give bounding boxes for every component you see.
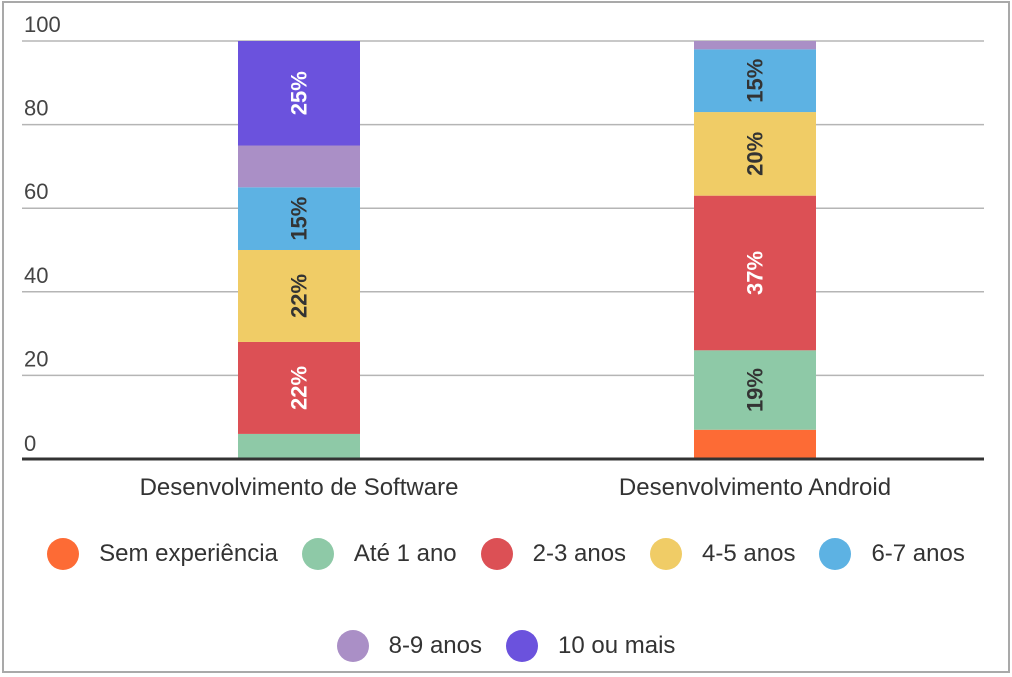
legend-swatch-icon	[506, 630, 538, 662]
legend-label: Até 1 ano	[353, 540, 457, 567]
y-tick-label: 80	[24, 96, 48, 121]
legend-swatch-icon	[47, 538, 80, 570]
bar-segment	[238, 341, 360, 434]
legend-swatch-icon	[336, 630, 369, 662]
legend-label: 10 ou mais	[558, 632, 676, 659]
legend-swatch-icon	[301, 538, 334, 570]
y-tick-label: 100	[24, 12, 61, 37]
legend-label: 8-9 anos	[388, 632, 482, 659]
data-label: 20%	[743, 132, 768, 176]
y-tick-label: 20	[24, 346, 48, 371]
stacked-bar-chart: 0 20 40 60 80 100 22% 22% 15% 25% Desenvolvimento …	[22, 12, 984, 501]
y-tick-label: 40	[24, 263, 48, 288]
legend-item: 6-7 anos	[819, 538, 965, 570]
legend-swatch-icon	[650, 538, 683, 570]
data-label: 15%	[743, 59, 768, 103]
data-label: 25%	[287, 71, 312, 115]
legend-swatch-icon	[480, 538, 513, 570]
legend-item: Até 1 ano	[301, 538, 457, 570]
data-label: 37%	[743, 251, 768, 295]
legend-item: 2-3 anos	[480, 538, 627, 570]
data-label: 22%	[287, 274, 312, 318]
y-tick-label: 0	[24, 431, 36, 456]
bar-segment	[694, 49, 816, 113]
bar-segment	[238, 433, 360, 459]
data-label: 22%	[287, 366, 312, 410]
x-category-label: Desenvolvimento de Software	[140, 474, 459, 501]
data-label: 19%	[743, 368, 768, 412]
legend-label: Sem experiência	[99, 540, 278, 567]
bar-segment	[694, 112, 816, 196]
bar-segment	[238, 145, 360, 188]
bar-segment	[238, 187, 360, 250]
legend-label: 2-3 anos	[532, 540, 627, 567]
x-category-label: Desenvolvimento Android	[619, 474, 891, 501]
y-tick-label: 60	[24, 179, 48, 204]
bar-segment	[238, 41, 360, 146]
chart-legend: Sem experiência Até 1 ano 2-3 anos 4-5 anos…	[4, 538, 1008, 662]
data-label: 15%	[287, 197, 312, 241]
legend-item: 8-9 anos	[336, 630, 482, 662]
bar-segment	[694, 41, 816, 50]
bar-segment	[694, 195, 816, 351]
legend-item: 10 ou mais	[506, 630, 675, 662]
legend-label: 4-5 anos	[702, 540, 796, 567]
legend-swatch-icon	[819, 538, 852, 570]
bar-segment	[238, 250, 360, 342]
bar-segment	[694, 350, 816, 430]
legend-item: 4-5 anos	[650, 538, 795, 570]
legend-item: Sem experiência	[47, 538, 278, 570]
bar-segment	[694, 429, 816, 459]
legend-label: 6-7 anos	[871, 540, 965, 567]
